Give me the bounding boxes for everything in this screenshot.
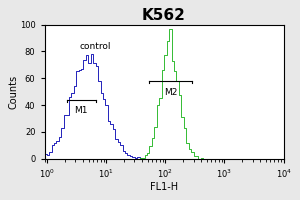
Text: M2: M2 bbox=[164, 88, 177, 97]
Text: control: control bbox=[80, 42, 111, 51]
Text: M1: M1 bbox=[74, 106, 88, 115]
Y-axis label: Counts: Counts bbox=[8, 75, 18, 109]
Title: K562: K562 bbox=[142, 8, 186, 23]
X-axis label: FL1-H: FL1-H bbox=[150, 182, 178, 192]
